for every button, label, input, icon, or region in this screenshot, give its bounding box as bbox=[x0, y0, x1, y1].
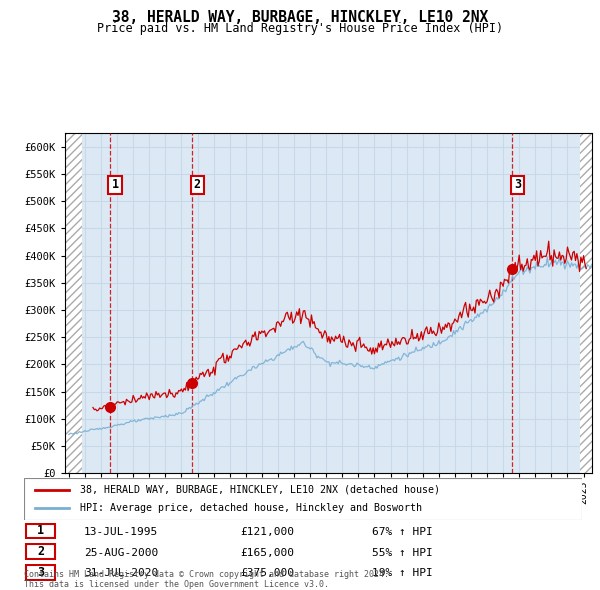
Text: 2: 2 bbox=[194, 179, 201, 192]
Text: 38, HERALD WAY, BURBAGE, HINCKLEY, LE10 2NX (detached house): 38, HERALD WAY, BURBAGE, HINCKLEY, LE10 … bbox=[80, 485, 440, 495]
Text: £165,000: £165,000 bbox=[240, 548, 294, 558]
Text: £375,000: £375,000 bbox=[240, 569, 294, 578]
Text: 67% ↑ HPI: 67% ↑ HPI bbox=[372, 527, 433, 537]
Bar bbox=[580, 133, 592, 473]
Text: 13-JUL-1995: 13-JUL-1995 bbox=[84, 527, 158, 537]
Text: HPI: Average price, detached house, Hinckley and Bosworth: HPI: Average price, detached house, Hinc… bbox=[80, 503, 422, 513]
Bar bbox=[65, 133, 82, 473]
Text: 38, HERALD WAY, BURBAGE, HINCKLEY, LE10 2NX: 38, HERALD WAY, BURBAGE, HINCKLEY, LE10 … bbox=[112, 10, 488, 25]
Text: 1: 1 bbox=[37, 525, 44, 537]
Text: £121,000: £121,000 bbox=[240, 527, 294, 537]
Text: 25-AUG-2000: 25-AUG-2000 bbox=[84, 548, 158, 558]
Text: 3: 3 bbox=[37, 566, 44, 579]
Text: 3: 3 bbox=[514, 179, 521, 192]
Text: Price paid vs. HM Land Registry's House Price Index (HPI): Price paid vs. HM Land Registry's House … bbox=[97, 22, 503, 35]
Text: 1: 1 bbox=[112, 179, 119, 192]
Text: 19% ↑ HPI: 19% ↑ HPI bbox=[372, 569, 433, 578]
Text: 31-JUL-2020: 31-JUL-2020 bbox=[84, 569, 158, 578]
Text: 2: 2 bbox=[37, 545, 44, 558]
Text: 55% ↑ HPI: 55% ↑ HPI bbox=[372, 548, 433, 558]
Text: Contains HM Land Registry data © Crown copyright and database right 2024.
This d: Contains HM Land Registry data © Crown c… bbox=[24, 570, 389, 589]
